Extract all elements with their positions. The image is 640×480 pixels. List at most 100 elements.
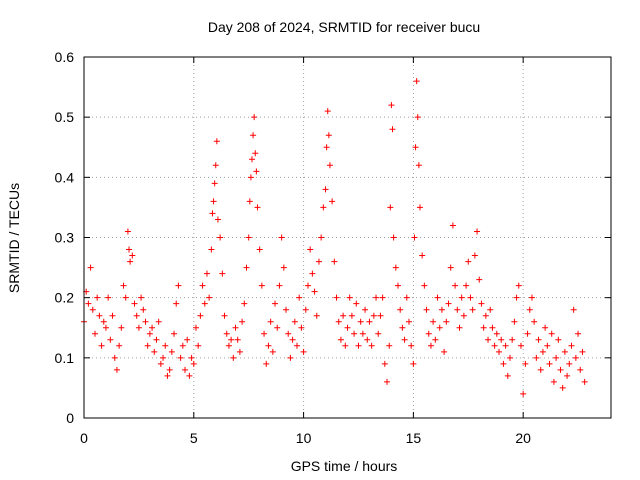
data-point <box>575 330 582 337</box>
y-axis-label: SRMTID / TECUs <box>6 183 22 293</box>
data-point <box>223 330 230 337</box>
data-point <box>577 366 584 373</box>
data-point <box>478 300 485 307</box>
data-point <box>445 300 452 307</box>
data-point <box>179 342 186 349</box>
data-point <box>463 282 470 289</box>
data-point <box>517 342 524 349</box>
data-point <box>456 324 463 331</box>
data-point <box>526 306 533 313</box>
data-point <box>252 150 259 157</box>
data-point <box>311 288 318 295</box>
data-point <box>209 210 216 217</box>
data-point <box>357 318 364 325</box>
axis-ticks: 0 0.1 0.2 0.3 0.4 0.5 0.6 0 5 10 15 20 <box>55 49 611 446</box>
data-point <box>489 324 496 331</box>
data-point <box>415 162 422 169</box>
data-point <box>214 216 221 223</box>
data-point <box>493 330 500 337</box>
data-point <box>515 282 522 289</box>
data-point <box>344 324 351 331</box>
data-point <box>166 366 173 373</box>
data-point <box>221 312 228 319</box>
data-point <box>469 306 476 313</box>
data-point <box>201 300 208 307</box>
data-point <box>157 360 164 367</box>
data-point <box>474 228 481 235</box>
data-point <box>236 348 243 355</box>
data-point <box>302 306 309 313</box>
x-tick-label: 10 <box>296 430 312 446</box>
data-point <box>87 264 94 271</box>
data-point <box>322 186 329 193</box>
data-point <box>405 318 412 325</box>
data-point <box>537 366 544 373</box>
data-point <box>533 354 540 361</box>
data-point <box>386 342 393 349</box>
data-point <box>498 336 505 343</box>
data-point <box>419 252 426 259</box>
y-tick-label: 0.4 <box>55 169 75 185</box>
data-point <box>213 138 220 145</box>
data-point <box>496 348 503 355</box>
data-point <box>239 318 246 325</box>
data-point <box>212 162 219 169</box>
data-point <box>318 234 325 241</box>
data-point <box>544 342 551 349</box>
data-point <box>131 300 138 307</box>
data-point <box>109 312 116 319</box>
data-point <box>232 324 239 331</box>
data-point <box>263 360 270 367</box>
data-point <box>261 330 268 337</box>
data-point <box>248 156 255 163</box>
y-tick-label: 0.3 <box>55 230 75 246</box>
data-point <box>315 258 322 265</box>
data-point <box>561 348 568 355</box>
data-point <box>553 354 560 361</box>
data-point <box>168 348 175 355</box>
data-point <box>522 360 529 367</box>
data-point <box>506 354 513 361</box>
data-point <box>443 318 450 325</box>
data-point <box>564 372 571 379</box>
x-tick-label: 5 <box>190 430 198 446</box>
data-point <box>326 162 333 169</box>
data-point <box>539 348 546 355</box>
data-point <box>408 342 415 349</box>
data-point <box>411 234 418 241</box>
data-point <box>430 318 437 325</box>
data-point <box>160 354 167 361</box>
data-point <box>531 318 538 325</box>
data-point <box>142 318 149 325</box>
data-point <box>217 234 224 241</box>
data-point <box>397 306 404 313</box>
data-point <box>401 336 408 343</box>
data-point <box>502 342 509 349</box>
data-point <box>351 330 358 337</box>
data-point <box>504 372 511 379</box>
data-point <box>199 282 206 289</box>
data-point <box>287 354 294 361</box>
data-point <box>348 312 355 319</box>
data-point <box>225 342 232 349</box>
data-point <box>276 282 283 289</box>
data-point <box>546 360 553 367</box>
data-point <box>155 318 162 325</box>
data-point <box>392 264 399 271</box>
data-point <box>366 318 373 325</box>
data-point <box>485 336 492 343</box>
data-point <box>425 330 432 337</box>
data-point <box>559 384 566 391</box>
data-point <box>368 342 375 349</box>
data-point <box>346 294 353 301</box>
data-point <box>173 300 180 307</box>
data-point <box>135 324 142 331</box>
x-tick-label: 15 <box>406 430 422 446</box>
data-point <box>482 312 489 319</box>
data-point <box>323 144 330 151</box>
data-point <box>579 348 586 355</box>
data-point <box>542 324 549 331</box>
data-point <box>500 360 507 367</box>
data-point <box>107 336 114 343</box>
data-point <box>449 222 456 229</box>
